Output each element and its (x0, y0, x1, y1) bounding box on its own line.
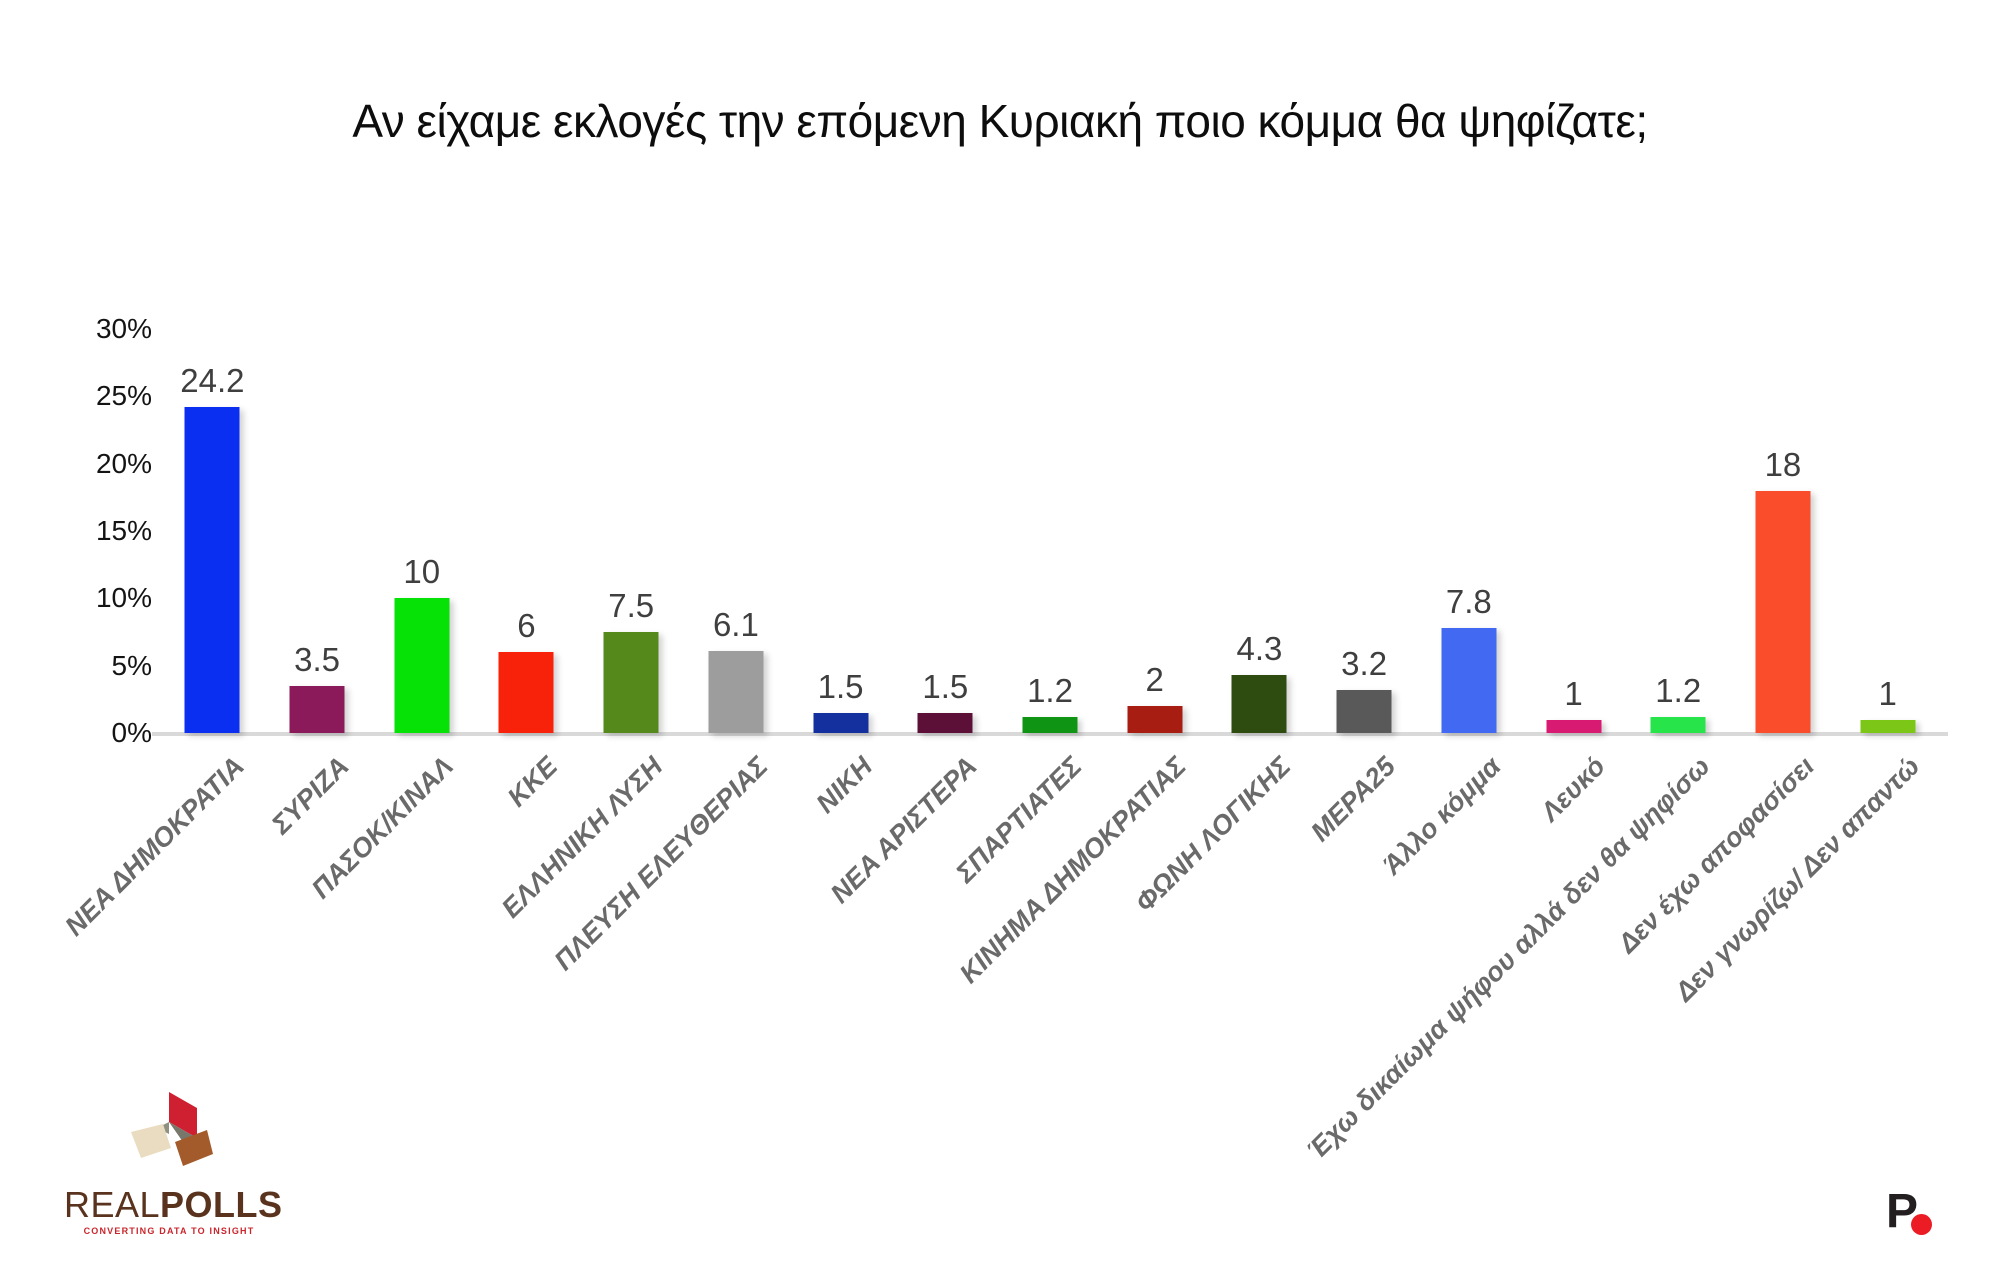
realpolls-wordmark-polls: POLLS (160, 1184, 283, 1225)
realpolls-cube-icon (131, 1092, 213, 1166)
category-label: Δεν έχω αποφασίσει (1612, 751, 1821, 959)
bar (603, 632, 659, 733)
category-label: Λευκό (1534, 751, 1611, 828)
bar (708, 650, 764, 733)
bar-column: 10 ΠΑΣΟΚ/ΚΙΝΑΛ (306, 329, 474, 904)
category-label: ΜΕΡΑ25 (1305, 751, 1402, 848)
bar-value-label: 24.2 (180, 362, 245, 400)
category-label: ΝΙΚΗ (809, 751, 878, 819)
bar (498, 652, 554, 733)
bar-column: 1.2 ΣΠΑΡΤΙΑΤΕΣ (950, 329, 1103, 888)
realpolls-wordmark-real: REAL (64, 1184, 161, 1225)
category-label: Έχω δικαίωμα ψήφου αλλά δεν θα ψηφίσω (1300, 751, 1716, 1166)
bar (184, 407, 240, 733)
y-tick-label: 20% (95, 447, 152, 479)
bar-value-label: 1.2 (1027, 671, 1073, 709)
p-dot-logo: P (1886, 1188, 1946, 1238)
bar-value-label: 6.1 (712, 605, 759, 643)
y-axis: 30% 25% 20% 15% 10% 5% 0% (60, 313, 152, 748)
bar (1336, 689, 1392, 733)
y-tick-label: 15% (95, 515, 152, 546)
bar (1127, 706, 1183, 733)
bar-value-label: 1.2 (1655, 671, 1702, 709)
bar-value-label: 3.2 (1341, 644, 1388, 682)
realpolls-wordmark: REALPOLLS (64, 1184, 282, 1225)
category-label: ΚΚΕ (502, 751, 564, 813)
bar (1441, 627, 1497, 733)
bar-value-label: 18 (1764, 445, 1802, 483)
bar-column: 18 Δεν έχω αποφασίσει (1612, 329, 1836, 959)
x-axis-baseline (152, 732, 1948, 736)
realpolls-tagline: CONVERTING DATA TO INSIGHT (83, 1226, 255, 1236)
y-tick-label: 10% (95, 582, 152, 614)
bar (1022, 716, 1078, 733)
bar (1546, 719, 1602, 733)
bar-column: 1.5 ΝΙΚΗ (788, 329, 893, 819)
bar-column: 1 Λευκό (1521, 329, 1626, 827)
bar-column: 1 Δεν γνωρίζω/ Δεν απαντώ (1669, 329, 1940, 1007)
y-tick-label: 30% (95, 313, 152, 344)
bar-value-label: 1.5 (817, 667, 864, 705)
bar-column: 24.2 ΝΕΑ ΔΗΜΟΚΡΑΤΙΑ (59, 329, 265, 942)
bar-column: 1.2 Έχω δικαίωμα ψήφου αλλά δεν θα ψηφίσω (1301, 329, 1731, 1165)
bar-column: 7.5 ΕΛΛΗΝΙΚΗ ΛΥΣΗ (496, 329, 684, 924)
bar-value-label: 1 (1878, 674, 1897, 712)
bar-value-label: 7.8 (1445, 582, 1492, 620)
bar (289, 685, 345, 733)
bar-value-label: 6 (517, 607, 536, 645)
bar-column: 7.8 Άλλο κόμμα (1376, 329, 1521, 880)
bar-column: 3.5 ΣΥΡΙΖΑ (265, 329, 370, 839)
bar-value-label: 10 (403, 553, 441, 591)
bar (813, 712, 869, 733)
realpolls-logo: REALPOLLS CONVERTING DATA TO INSIGHT (64, 1090, 282, 1236)
plot-area: 24.2 ΝΕΑ ΔΗΜΟΚΡΑΤΙΑ 3.5 ΣΥΡΙΖΑ 10 ΠΑΣΟΚ/ΚΙΝΑΛ… (59, 329, 1948, 1166)
category-label: ΣΥΡΙΖΑ (265, 751, 355, 840)
bar-value-label: 3.5 (294, 640, 340, 678)
bar (394, 598, 450, 733)
category-label: ΠΛΕΥΣΗ ΕΛΕΥΘΕΡΙΑΣ (547, 751, 774, 977)
bar-column: 2 ΚΙΝΗΜΑ ΔΗΜΟΚΡΑΤΙΑΣ (954, 329, 1207, 989)
chart-title: Αν είχαμε εκλογές την επόμενη Κυριακή πο… (352, 95, 1648, 147)
y-tick-label: 5% (111, 649, 152, 681)
bar (917, 712, 973, 733)
y-tick-label: 25% (95, 380, 152, 412)
p-dot-logo-dot-icon (1911, 1214, 1932, 1235)
bar (1650, 716, 1706, 733)
y-tick-label: 0% (111, 717, 152, 748)
bar-column: 1.5 ΝΕΑ ΑΡΙΣΤΕΡΑ (824, 329, 998, 909)
bar-column: 4.3 ΦΩΝΗ ΛΟΓΙΚΗΣ (1130, 329, 1312, 918)
bar (1860, 719, 1916, 733)
bar-value-label: 7.5 (608, 587, 655, 624)
bar-value-label: 2 (1145, 661, 1164, 699)
bar-value-label: 1 (1564, 674, 1583, 712)
bar (1231, 675, 1287, 733)
bar-value-label: 4.3 (1236, 630, 1283, 668)
bar-column: 6.1 ΠΛΕΥΣΗ ΕΛΕΥΘΕΡΙΑΣ (548, 329, 789, 976)
bar-column: 3.2 ΜΕΡΑ25 (1305, 329, 1417, 847)
bar (1755, 490, 1811, 733)
category-label: ΝΕΑ ΔΗΜΟΚΡΑΤΙΑ (58, 751, 250, 942)
bar-column: 6 ΚΚΕ (474, 329, 579, 813)
bar-value-label: 1.5 (922, 667, 969, 705)
